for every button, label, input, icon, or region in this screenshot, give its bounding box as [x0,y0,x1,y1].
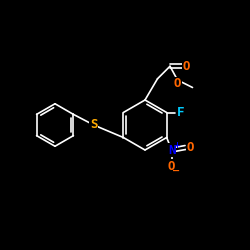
Text: S: S [90,118,98,132]
Text: F: F [177,106,184,119]
Text: O: O [174,77,181,90]
Text: −: − [172,166,180,175]
Text: N: N [168,144,175,156]
Text: O: O [168,160,175,173]
Text: O: O [187,141,194,154]
Text: +: + [173,141,180,150]
Text: O: O [182,60,190,73]
